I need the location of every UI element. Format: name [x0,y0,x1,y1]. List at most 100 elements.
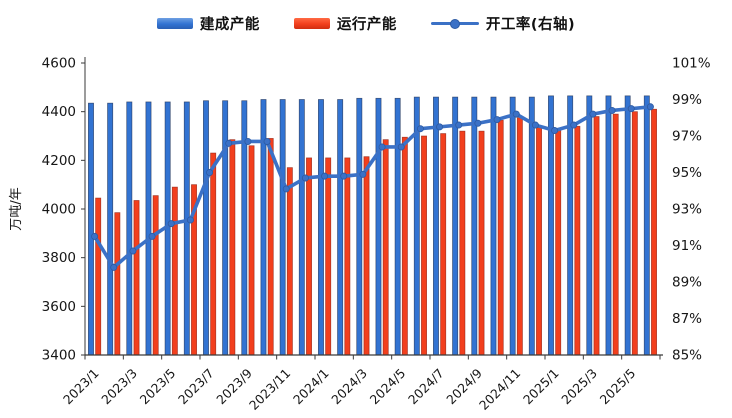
legend-item-operating-rate: 开工率(右轴) [430,13,576,34]
bar-operating [267,138,274,356]
svg-text:3600: 3600 [42,299,76,315]
svg-text:4600: 4600 [42,56,76,72]
bar-built [528,96,535,356]
bar-operating [440,133,447,356]
bar-built [643,95,650,356]
rate-marker [570,121,578,129]
bar-operating [574,125,581,356]
rate-marker [91,232,99,240]
rate-marker [321,172,329,180]
bars-built-capacity [88,95,650,356]
bar-operating [497,119,504,356]
rate-marker [608,106,616,114]
bars-operating-capacity [95,108,657,356]
legend-label-operating-rate: 开工率(右轴) [485,17,576,33]
x-axis-labels: 2023/12023/32023/52023/72023/92023/11202… [60,365,638,412]
operating-rate-line-swatch-icon [430,18,479,29]
rate-marker [110,263,118,271]
svg-text:2025/1: 2025/1 [520,366,562,408]
bar-built [452,96,459,356]
bar-built [126,101,133,356]
bar-operating [631,111,638,356]
bar-operating [133,200,140,356]
svg-text:93%: 93% [672,202,702,218]
bar-operating [612,113,619,356]
bar-built [490,96,497,356]
svg-text:89%: 89% [672,275,702,291]
rate-marker [359,170,367,178]
svg-text:2025/3: 2025/3 [558,366,600,408]
svg-text:95%: 95% [672,165,702,181]
svg-text:2024/11: 2024/11 [476,366,523,413]
rate-marker [627,105,635,113]
rate-marker [531,121,539,129]
bar-operating [248,145,255,356]
operating-rate-line [91,103,654,271]
bar-operating [478,130,485,356]
svg-text:2023/11: 2023/11 [246,366,293,413]
bar-operating [229,139,236,356]
bar-operating [593,116,600,356]
bar-operating [421,135,427,356]
svg-text:2023/3: 2023/3 [98,366,140,408]
rate-marker [282,185,290,193]
rate-marker [436,123,444,131]
right-axis-labels: 85% 87% 89% 91% 93% 95% 97% 99% 101% [672,56,711,364]
rate-marker [129,247,137,255]
svg-text:2023/7: 2023/7 [175,366,217,408]
rate-marker [167,220,175,228]
bar-built [145,101,152,356]
bar-operating [114,212,121,356]
bar-built [356,97,363,356]
rate-marker [512,110,520,118]
rate-marker [378,143,386,151]
bar-operating [651,108,657,356]
bar-built [624,95,631,356]
bar-built [433,96,439,356]
rate-marker [186,216,194,224]
legend-item-built-capacity: 建成产能 [156,13,260,34]
rate-marker [416,125,424,133]
bar-built [183,101,190,356]
bar-operating [95,197,102,356]
svg-text:97%: 97% [672,129,702,145]
svg-text:85%: 85% [672,348,702,364]
bar-operating [555,129,562,356]
rate-marker [301,174,309,182]
bar-built [298,99,305,356]
bar-built [605,95,612,356]
svg-text:2024/7: 2024/7 [405,366,447,408]
axes [81,57,663,360]
bar-built [222,100,229,356]
rate-marker [493,116,501,124]
bar-built [548,95,554,356]
operating-capacity-swatch-icon [293,18,330,29]
bar-built [509,96,516,356]
svg-text:2024/1: 2024/1 [290,366,332,408]
legend-item-operating-capacity: 运行产能 [293,13,397,34]
rate-marker [244,137,252,145]
rate-marker [397,143,405,151]
svg-text:87%: 87% [672,311,702,327]
bar-operating [459,130,466,356]
bar-built [279,99,286,356]
bar-operating [171,186,178,356]
svg-text:2024/3: 2024/3 [328,366,370,408]
rate-marker [455,121,463,129]
chart-legend: 建成产能 运行产能 开工率(右轴) [0,13,732,34]
svg-text:99%: 99% [672,92,702,108]
left-axis-labels: 3400 3600 3800 4000 4200 4400 4600 [42,56,76,364]
bar-built [471,96,478,356]
left-axis-title: 万吨/年 [9,187,24,230]
bar-built [375,97,382,356]
bar-operating [401,136,408,356]
svg-text:4400: 4400 [42,104,76,120]
bar-built [394,97,401,356]
bar-built [567,95,574,356]
bar-built [107,102,114,356]
rate-marker [225,139,233,147]
bar-operating [382,139,389,356]
rate-marker [474,119,482,127]
svg-text:4000: 4000 [42,202,76,218]
